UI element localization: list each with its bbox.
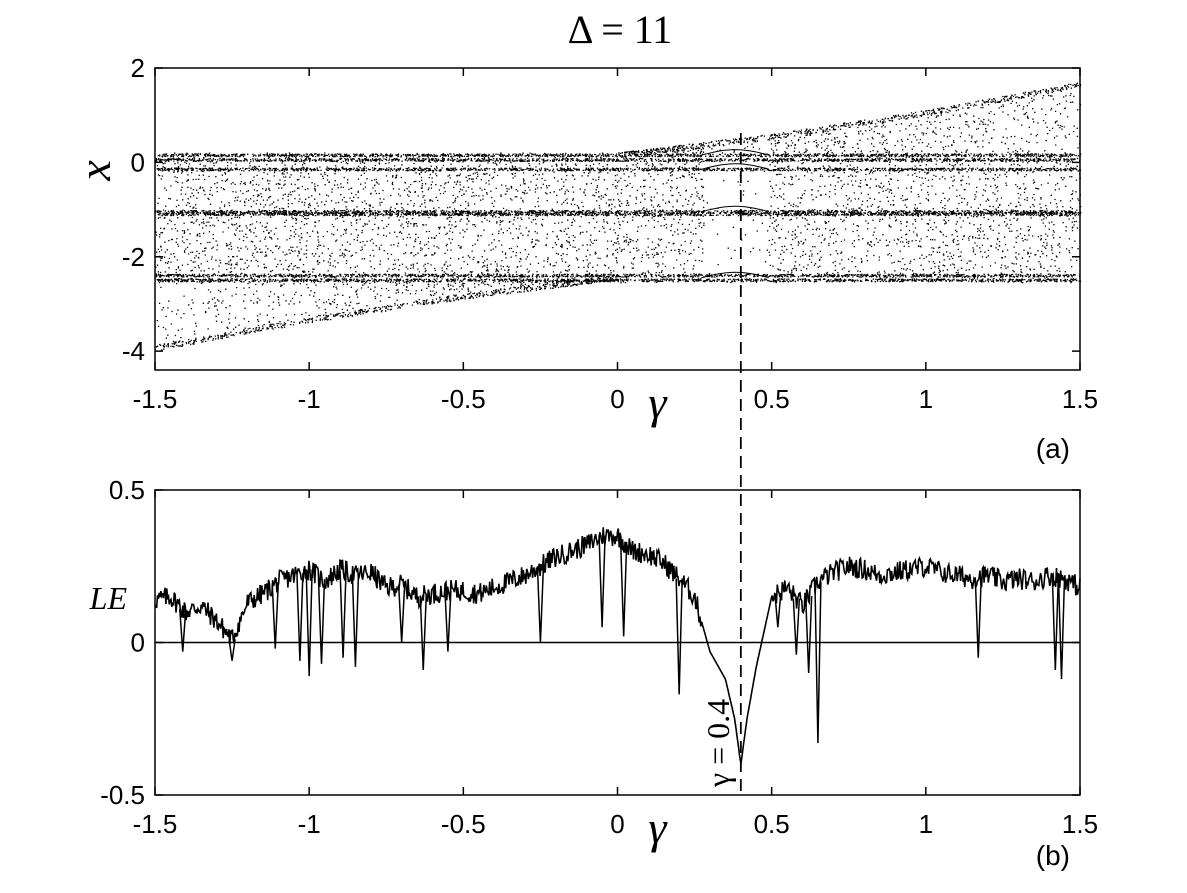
panel-b-x-label: γ xyxy=(648,802,668,853)
le-dip xyxy=(974,577,982,658)
bifurcation-points xyxy=(155,82,1082,351)
figure-title: Δ = 11 xyxy=(568,7,673,52)
x-tick-label: 0 xyxy=(610,384,624,414)
le-dip xyxy=(317,579,326,664)
le-dip xyxy=(619,541,628,637)
le-dip xyxy=(228,639,236,661)
y-tick-label: 0.5 xyxy=(109,475,145,505)
panel-a-y-ticks: 2 0 -2 -4 xyxy=(122,53,1080,366)
x-tick-label: 1 xyxy=(919,384,933,414)
le-series-line xyxy=(154,527,1081,766)
y-tick-label: 2 xyxy=(131,53,145,83)
le-dip xyxy=(1051,576,1060,670)
x-tick-label: -1 xyxy=(298,384,321,414)
x-tick-label: 1.5 xyxy=(1062,384,1098,414)
x-tick-label: -0.5 xyxy=(441,809,486,839)
x-tick-label: -1.5 xyxy=(133,384,178,414)
le-dip xyxy=(804,596,813,674)
y-tick-label: -0.5 xyxy=(100,780,145,810)
le-dip xyxy=(1057,577,1066,680)
x-tick-label: 1.5 xyxy=(1062,809,1098,839)
le-dip xyxy=(774,593,782,628)
le-dip xyxy=(814,581,822,744)
x-tick-label: -1 xyxy=(298,809,321,839)
le-dip xyxy=(444,590,452,652)
le-dip xyxy=(419,595,427,670)
x-tick-label: 0 xyxy=(610,809,624,839)
y-tick-label: 0 xyxy=(131,147,145,177)
panel-a-label: (a) xyxy=(1036,433,1070,464)
panel-b-y-label: LE xyxy=(89,580,128,616)
x-tick-label: 0.5 xyxy=(754,809,790,839)
panel-a-x-ticks: -1.5 -1 -0.5 0 0.5 1 1.5 xyxy=(133,68,1098,414)
le-dip xyxy=(271,583,279,649)
le-dip xyxy=(792,598,801,655)
le-dip xyxy=(351,575,360,667)
le-dip xyxy=(305,569,313,677)
le-dip xyxy=(536,566,545,643)
y-tick-label: 0 xyxy=(131,628,145,658)
panel-b-lyapunov: -1.5 -1 -0.5 0 0.5 1 1.5 0.5 0 -0.5 γ LE (b) xyxy=(89,475,1098,871)
panel-a-y-label: x xyxy=(69,160,120,182)
x-tick-label: -0.5 xyxy=(441,384,486,414)
panel-b-label: (b) xyxy=(1036,840,1070,871)
le-dip xyxy=(179,608,187,652)
panel-a-bifurcation: -1.5 -1 -0.5 0 0.5 1 1.5 2 0 -2 -4 γ x (a) xyxy=(69,53,1098,464)
le-dip xyxy=(339,570,347,658)
gamma-annotation: γ = 0.4 xyxy=(700,699,736,788)
y-tick-label: -2 xyxy=(122,242,145,272)
le-dip xyxy=(296,572,304,661)
x-tick-label: -1.5 xyxy=(133,809,178,839)
le-dip xyxy=(397,584,406,643)
le-dip xyxy=(598,535,606,628)
le-dip xyxy=(675,578,683,695)
y-tick-label: -4 xyxy=(122,336,145,366)
le-dips xyxy=(179,535,1066,744)
panel-b-x-ticks: -1.5 -1 -0.5 0 0.5 1 1.5 xyxy=(133,490,1098,839)
panel-a-x-label: γ xyxy=(648,377,668,428)
panel-b-y-ticks: 0.5 0 -0.5 xyxy=(100,475,1080,810)
x-tick-label: 0.5 xyxy=(754,384,790,414)
x-tick-label: 1 xyxy=(919,809,933,839)
